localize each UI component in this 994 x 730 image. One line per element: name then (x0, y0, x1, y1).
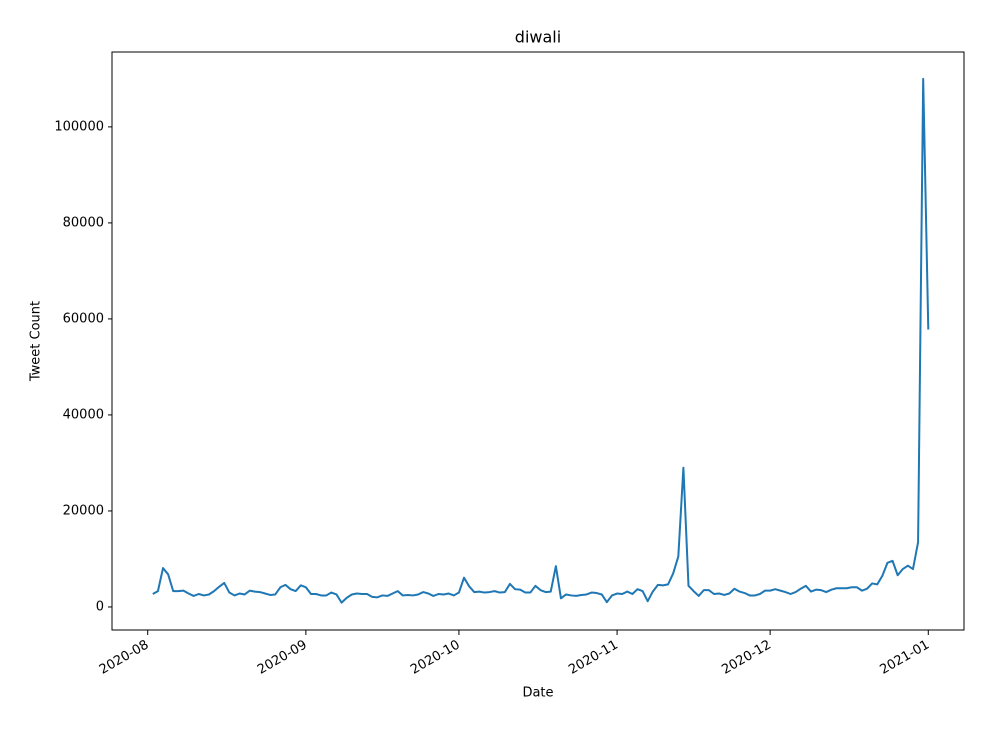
y-tick-label: 40000 (63, 407, 104, 422)
y-tick-label: 80000 (63, 215, 104, 230)
y-tick-label: 20000 (63, 503, 104, 518)
x-tick-label: 2021-01 (877, 638, 932, 678)
x-axis-label: Date (522, 686, 553, 701)
y-tick-label: 60000 (63, 311, 104, 326)
x-tick-label: 2020-12 (719, 638, 774, 678)
x-tick-label: 2020-09 (255, 638, 310, 678)
x-tick-label: 2020-08 (97, 638, 152, 678)
x-tick-label: 2020-10 (408, 638, 463, 678)
x-tick-label: 2020-11 (566, 638, 621, 678)
chart-title: diwali (515, 28, 561, 47)
y-tick-label: 100000 (54, 119, 104, 134)
plot-frame (111, 51, 965, 631)
y-axis-label: Tweet Count (29, 301, 44, 382)
data-line (152, 77, 930, 604)
y-tick-label: 0 (96, 599, 104, 614)
